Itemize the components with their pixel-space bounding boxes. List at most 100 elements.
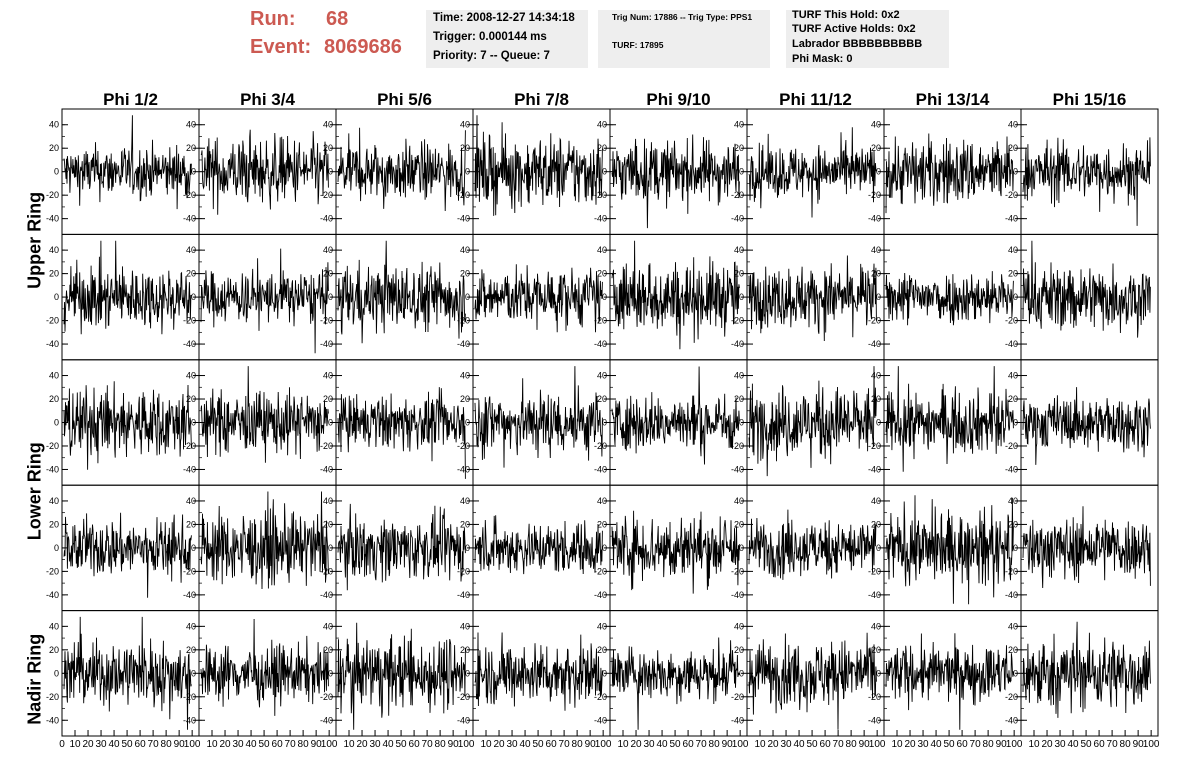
y-tick-label: 40 — [597, 245, 607, 255]
waveform-panel: 40 20 0 -20 -40 — [320, 108, 474, 235]
y-tick-label: -40 — [46, 214, 59, 224]
x-tick-label: 70 — [148, 739, 160, 750]
waveform-trace — [611, 637, 740, 730]
y-tick-label: -40 — [731, 715, 744, 725]
y-tick-label: 0 — [54, 543, 59, 553]
waveform-panel: 40 20 0 -20 -40 — [594, 359, 748, 486]
y-tick-label: 0 — [191, 668, 196, 678]
y-tick-label: 20 — [871, 519, 881, 529]
y-tick-label: 0 — [876, 167, 881, 177]
waveform-trace — [611, 134, 740, 229]
time-text: Time: 2008-12-27 14:34:18 — [433, 12, 575, 24]
waveform-panel: 40 20 0 -20 -40 — [46, 359, 200, 486]
x-tick-label: 90 — [174, 739, 186, 750]
x-tick-label: 100 — [1143, 739, 1160, 750]
y-tick-label: -20 — [320, 190, 333, 200]
waveform-panel: 40 20 0 -20 -40 — [320, 359, 474, 486]
x-tick-label: 30 — [506, 739, 518, 750]
waveform-panel: 40 20 0 -20 -40 — [457, 610, 611, 737]
turf-hold-text: TURF This Hold: 0x2 — [792, 9, 900, 21]
column-header: Phi 13/14 — [916, 90, 990, 109]
event-value: 8069686 — [324, 36, 402, 58]
x-tick-label: 10 — [206, 739, 218, 750]
y-tick-label: 40 — [871, 371, 881, 381]
waveform-trace — [337, 503, 466, 591]
x-tick-label: 100 — [184, 739, 201, 750]
y-tick-label: 20 — [49, 394, 59, 404]
x-tick-label: 50 — [396, 739, 408, 750]
y-tick-label: 0 — [191, 543, 196, 553]
waveform-panel: 40 20 0 -20 -40 — [868, 233, 1022, 361]
y-tick-label: 40 — [1008, 120, 1018, 130]
x-tick-label: 30 — [95, 739, 107, 750]
y-tick-label: 20 — [734, 269, 744, 279]
waveform-trace — [337, 127, 466, 212]
y-tick-label: 20 — [734, 143, 744, 153]
waveform-panel: 40 20 0 -20 -40 — [320, 610, 474, 737]
y-tick-label: -40 — [320, 214, 333, 224]
y-tick-label: 0 — [54, 668, 59, 678]
column-header: Phi 11/12 — [779, 90, 852, 109]
waveform-panel: 40 20 0 -20 -40 — [1005, 610, 1159, 737]
x-tick-label: 60 — [409, 739, 421, 750]
y-tick-label: 0 — [465, 668, 470, 678]
waveform-panel: 40 20 0 -20 -40 — [1005, 108, 1159, 235]
y-tick-label: 20 — [597, 519, 607, 529]
y-tick-label: -20 — [457, 692, 470, 702]
waveform-panel: 40 20 0 -20 -40 — [868, 610, 1022, 737]
waveform-trace — [63, 381, 192, 470]
y-tick-label: -20 — [868, 692, 881, 702]
column-header: Phi 1/2 — [103, 90, 158, 109]
y-tick-label: -40 — [183, 214, 196, 224]
y-tick-label: -40 — [594, 214, 607, 224]
x-tick-label: 60 — [1094, 739, 1106, 750]
waveform-panel: 40 20 0 -20 -40 — [868, 108, 1022, 235]
y-tick-label: -40 — [46, 715, 59, 725]
y-tick-label: 0 — [191, 418, 196, 428]
y-tick-label: 40 — [734, 245, 744, 255]
waveform-trace — [1022, 137, 1151, 226]
y-tick-label: 0 — [465, 167, 470, 177]
y-tick-label: 20 — [597, 394, 607, 404]
waveform-panel: 40 20 0 -20 -40 — [46, 233, 200, 361]
waveform-panel: 40 20 0 -20 -40 — [46, 108, 200, 235]
y-tick-label: -40 — [320, 590, 333, 600]
x-tick-label: 90 — [722, 739, 734, 750]
y-tick-label: 20 — [1008, 143, 1018, 153]
y-tick-label: -20 — [868, 566, 881, 576]
y-tick-label: -40 — [731, 590, 744, 600]
x-tick-label: 80 — [846, 739, 858, 750]
waveform-trace — [748, 127, 877, 218]
x-tick-label: 100 — [458, 739, 475, 750]
waveform-trace — [1022, 506, 1151, 589]
x-tick-label: 50 — [807, 739, 819, 750]
trigger-text: Trigger: 0.000144 ms — [433, 31, 547, 43]
y-tick-label: -40 — [1005, 590, 1018, 600]
waveform-panel: 40 20 0 -20 -40 — [731, 484, 885, 612]
run-label: Run: — [250, 8, 296, 30]
x-tick-label: 50 — [122, 739, 134, 750]
y-tick-label: 0 — [876, 292, 881, 302]
y-tick-label: -20 — [457, 316, 470, 326]
y-tick-label: 0 — [1013, 418, 1018, 428]
y-tick-label: -20 — [868, 190, 881, 200]
y-tick-label: -20 — [320, 316, 333, 326]
x-tick-label: 20 — [493, 739, 505, 750]
y-tick-label: 40 — [734, 371, 744, 381]
y-tick-label: 20 — [871, 645, 881, 655]
y-tick-label: 20 — [460, 645, 470, 655]
y-tick-label: 0 — [602, 418, 607, 428]
waveform-trace — [474, 115, 603, 216]
x-tick-label: 50 — [670, 739, 682, 750]
y-tick-label: 0 — [1013, 543, 1018, 553]
y-tick-label: 0 — [191, 167, 196, 177]
y-tick-label: -20 — [183, 692, 196, 702]
ring-label: Upper Ring — [25, 192, 45, 289]
y-tick-label: 0 — [602, 167, 607, 177]
y-tick-label: -40 — [594, 464, 607, 474]
waveform-panel: 40 20 0 -20 -40 — [1005, 233, 1159, 361]
y-tick-label: 0 — [328, 543, 333, 553]
y-tick-label: 0 — [739, 543, 744, 553]
x-tick-label: 10 — [617, 739, 629, 750]
x-tick-label: 80 — [983, 739, 995, 750]
